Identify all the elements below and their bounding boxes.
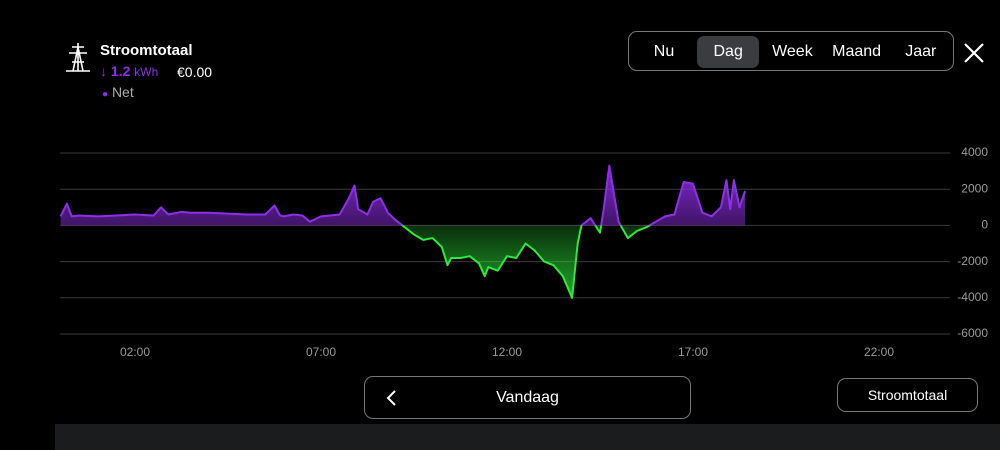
y-tick-label: 0 bbox=[981, 218, 988, 232]
area bbox=[60, 165, 746, 298]
tab[interactable]: Jaar bbox=[905, 43, 937, 60]
y-tick-label: -2000 bbox=[957, 254, 988, 268]
y-tick-label: 4000 bbox=[961, 145, 988, 159]
cost: €0.00 bbox=[177, 64, 213, 80]
tab[interactable]: Week bbox=[772, 43, 813, 60]
pylon-icon bbox=[66, 43, 90, 72]
x-tick-label: 07:00 bbox=[306, 345, 336, 359]
period-button[interactable]: Vandaag bbox=[364, 376, 691, 419]
arrow: ↓ bbox=[100, 63, 107, 79]
title: Stroomtotaal bbox=[100, 42, 193, 59]
amount: 1.2 bbox=[110, 63, 131, 79]
tab[interactable]: Nu bbox=[653, 43, 675, 60]
period-label: Vandaag bbox=[496, 389, 559, 406]
x-tick-label: 12:00 bbox=[492, 345, 522, 359]
legend-label: Net bbox=[111, 84, 134, 100]
y-tick-label: -6000 bbox=[957, 326, 988, 340]
tab-bar: Nu Dag Week Maand Jaar bbox=[628, 31, 954, 71]
y-tick-label: -4000 bbox=[957, 290, 988, 304]
tab[interactable]: Dag bbox=[697, 36, 760, 68]
chart: 4000 2000 0 -2000 -4000 -6000 02:00 07:00 12:00 1… bbox=[59, 145, 988, 359]
y-tick-label: 2000 bbox=[961, 181, 988, 195]
x-tick-label: 22:00 bbox=[864, 345, 894, 359]
line bbox=[59, 164, 747, 299]
x-tick-label: 02:00 bbox=[120, 345, 150, 359]
close-button[interactable] bbox=[963, 42, 985, 64]
unit: kWh bbox=[134, 65, 159, 79]
legend: ● Net bbox=[102, 84, 134, 100]
bottom-bar bbox=[55, 424, 1000, 450]
selector-button[interactable]: Stroomtotaal bbox=[837, 378, 978, 412]
x-tick-label: 17:00 bbox=[678, 345, 708, 359]
reading: ↓ 1.2 kWh bbox=[100, 63, 158, 79]
tab[interactable]: Maand bbox=[832, 43, 882, 60]
